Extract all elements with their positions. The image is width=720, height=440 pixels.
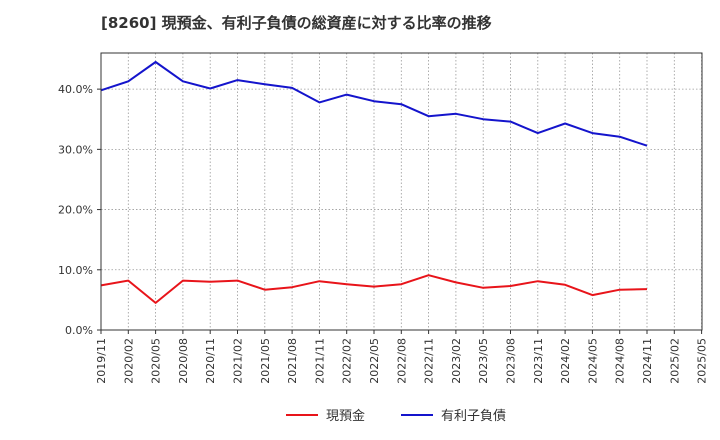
- y-tick-label: 10.0%: [58, 264, 93, 277]
- y-tick-label: 30.0%: [58, 143, 93, 156]
- x-tick-label: 2020/02: [122, 338, 135, 384]
- x-tick-label: 2020/08: [177, 338, 190, 384]
- y-tick-label: 40.0%: [58, 83, 93, 96]
- x-tick-label: 2024/08: [614, 338, 627, 384]
- x-tick-label: 2021/11: [313, 338, 326, 384]
- x-tick-label: 2023/08: [505, 338, 518, 384]
- x-tick-label: 2024/05: [586, 338, 599, 384]
- x-tick-label: 2022/11: [423, 338, 436, 384]
- x-tick-label: 2020/11: [204, 338, 217, 384]
- x-tick-label: 2025/02: [668, 338, 681, 384]
- x-tick-label: 2021/02: [232, 338, 245, 384]
- legend-item-debt: 有利子負債: [401, 405, 506, 424]
- legend-label-debt: 有利子負債: [441, 409, 507, 424]
- legend: 現預金 有利子負債: [0, 405, 720, 425]
- legend-label-cash: 現預金: [326, 409, 366, 424]
- x-tick-label: 2024/11: [641, 338, 654, 384]
- x-tick-label: 2022/08: [395, 338, 408, 384]
- legend-item-cash: 現預金: [286, 405, 365, 424]
- y-tick-label: 20.0%: [58, 204, 93, 217]
- x-tick-label: 2023/02: [450, 338, 463, 384]
- chart-title: [8260] 現預金、有利子負債の総資産に対する比率の推移: [101, 14, 492, 32]
- x-tick-label: 2020/05: [150, 338, 163, 384]
- x-tick-label: 2024/02: [559, 338, 572, 384]
- x-tick-label: 2022/02: [341, 338, 354, 384]
- x-tick-label: 2023/11: [532, 338, 545, 384]
- x-tick-label: 2025/05: [696, 338, 709, 384]
- y-tick-label: 0.0%: [65, 324, 93, 337]
- x-tick-label: 2021/08: [286, 338, 299, 384]
- x-tick-label: 2019/11: [95, 338, 108, 384]
- x-tick-label: 2023/05: [477, 338, 490, 384]
- x-tick-label: 2022/05: [368, 338, 381, 384]
- legend-swatch-debt: [401, 413, 433, 416]
- legend-swatch-cash: [286, 413, 318, 416]
- x-tick-label: 2021/05: [259, 338, 272, 384]
